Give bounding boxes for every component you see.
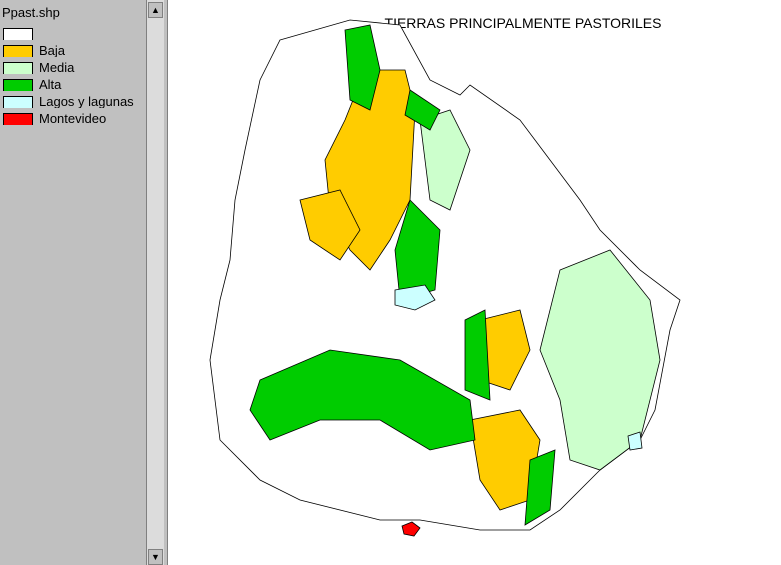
legend-item: Alta xyxy=(3,77,146,91)
legend-swatch xyxy=(3,45,33,57)
legend-item: Baja xyxy=(3,43,146,57)
legend-label: Montevideo xyxy=(39,111,107,125)
zone-media xyxy=(539,249,661,471)
zone-alta xyxy=(344,24,381,111)
scrollbar[interactable]: ▲ ▼ xyxy=(146,0,164,565)
legend-item: Lagos y lagunas xyxy=(3,94,146,108)
legend-item: Montevideo xyxy=(3,111,146,125)
splitter[interactable] xyxy=(164,0,168,565)
legend-item xyxy=(3,26,146,40)
legend-label: Lagos y lagunas xyxy=(39,94,134,108)
zone-alta xyxy=(249,349,476,451)
zone-alta xyxy=(524,449,556,526)
legend-item: Media xyxy=(3,60,146,74)
legend-panel: Ppast.shp Baja Media Alta Lagos y lagunas Mo… xyxy=(0,0,146,565)
legend-title: Ppast.shp xyxy=(2,5,60,20)
map-title: TIERRAS PRINCIPALMENTE PASTORILES xyxy=(385,15,662,31)
legend-swatch xyxy=(3,79,33,91)
legend-swatch xyxy=(3,96,33,108)
zone-lake xyxy=(627,431,643,451)
legend-label: Baja xyxy=(39,43,66,57)
legend-swatch xyxy=(3,62,33,74)
legend-swatch xyxy=(3,28,33,40)
zone-alta xyxy=(404,89,441,131)
zone-baja xyxy=(299,189,361,261)
zone-alta xyxy=(464,309,491,401)
legend-swatch xyxy=(3,113,33,125)
scroll-down[interactable]: ▼ xyxy=(148,549,163,565)
map: TIERRAS PRINCIPALMENTE PASTORILES xyxy=(209,15,681,537)
legend-label: Media xyxy=(39,60,75,74)
scroll-up[interactable]: ▲ xyxy=(148,2,163,18)
zone-montevideo xyxy=(401,521,421,537)
zone-lake xyxy=(394,284,436,311)
zone-media xyxy=(419,109,471,211)
legend-label: Alta xyxy=(39,77,62,91)
